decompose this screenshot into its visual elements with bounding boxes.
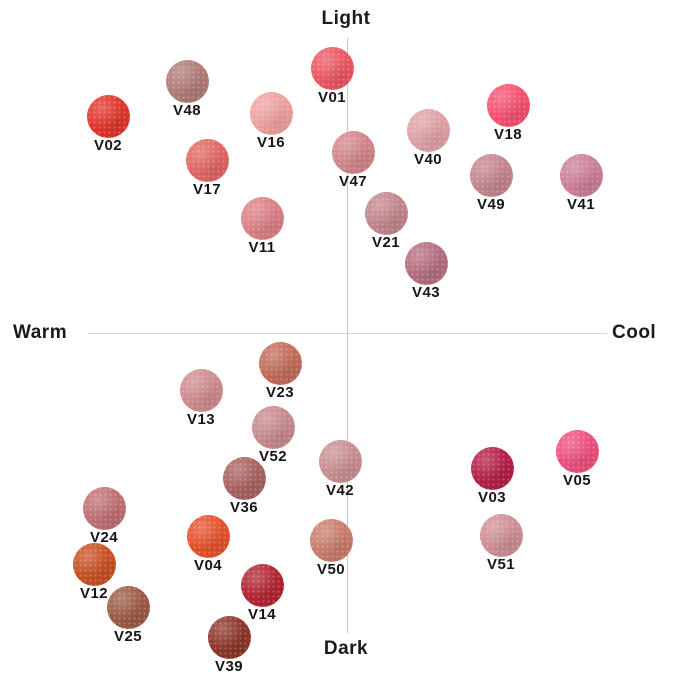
shade-color-dot	[82, 486, 126, 530]
axis-label-cool: Cool	[612, 322, 657, 343]
shade-color-dot	[240, 196, 284, 240]
shade-code-label: V40	[414, 151, 442, 168]
shade-color-dot	[310, 46, 354, 90]
shade-color-dot	[486, 83, 530, 127]
shade-code-label: V41	[567, 196, 595, 213]
shade-code-label: V23	[266, 384, 294, 401]
shade-code-label: V39	[215, 658, 243, 675]
axis-label-warm: Warm	[13, 322, 68, 343]
shade-code-label: V04	[194, 557, 222, 574]
shade-color-dot	[251, 405, 295, 449]
shade-code-label: V17	[193, 181, 221, 198]
shade-code-label: V11	[248, 239, 276, 256]
shade-code-label: V13	[187, 411, 215, 428]
shade-color-dot	[179, 368, 223, 412]
shade-color-dot	[470, 446, 514, 490]
shade-color-dot	[318, 439, 362, 483]
shade-color-dot	[406, 108, 450, 152]
shade-code-label: V36	[230, 499, 258, 516]
shade-code-label: V24	[90, 529, 118, 546]
shade-code-label: V05	[563, 472, 591, 489]
axis-label-light: Light	[321, 8, 371, 29]
shade-color-dot	[185, 138, 229, 182]
shade-code-label: V48	[173, 102, 201, 119]
shade-code-label: V02	[94, 137, 122, 154]
shade-color-dot	[222, 456, 266, 500]
shade-color-dot	[86, 94, 130, 138]
axis-label-dark: Dark	[323, 638, 369, 659]
shade-color-dot	[106, 585, 150, 629]
shade-code-label: V16	[257, 134, 285, 151]
shade-color-dot	[240, 563, 284, 607]
shade-color-dot	[331, 130, 375, 174]
shade-color-dot	[364, 191, 408, 235]
shade-color-dot	[479, 513, 523, 557]
warm-cool-axis-line	[88, 333, 607, 334]
shade-code-label: V14	[248, 606, 276, 623]
shade-code-label: V42	[326, 482, 354, 499]
shade-color-dot	[249, 91, 293, 135]
shade-code-label: V18	[494, 126, 522, 143]
shade-code-label: V01	[318, 89, 346, 106]
shade-code-label: V52	[259, 448, 287, 465]
shade-color-dot	[555, 429, 599, 473]
shade-color-dot	[404, 241, 448, 285]
shade-code-label: V25	[114, 628, 142, 645]
shade-code-label: V47	[339, 173, 367, 190]
shade-code-label: V49	[477, 196, 505, 213]
shade-code-label: V03	[478, 489, 506, 506]
shade-code-label: V51	[487, 556, 515, 573]
shade-color-dot	[186, 514, 230, 558]
shade-code-label: V12	[80, 585, 108, 602]
shade-code-label: V50	[317, 561, 345, 578]
shade-color-dot	[258, 341, 302, 385]
shade-color-dot	[165, 59, 209, 103]
shade-code-label: V21	[372, 234, 400, 251]
shade-code-label: V43	[412, 284, 440, 301]
shade-color-dot	[469, 153, 513, 197]
light-dark-axis-line	[347, 38, 348, 633]
shade-color-dot	[309, 518, 353, 562]
shade-color-dot	[207, 615, 251, 659]
shade-color-dot	[72, 542, 116, 586]
shade-color-dot	[559, 153, 603, 197]
